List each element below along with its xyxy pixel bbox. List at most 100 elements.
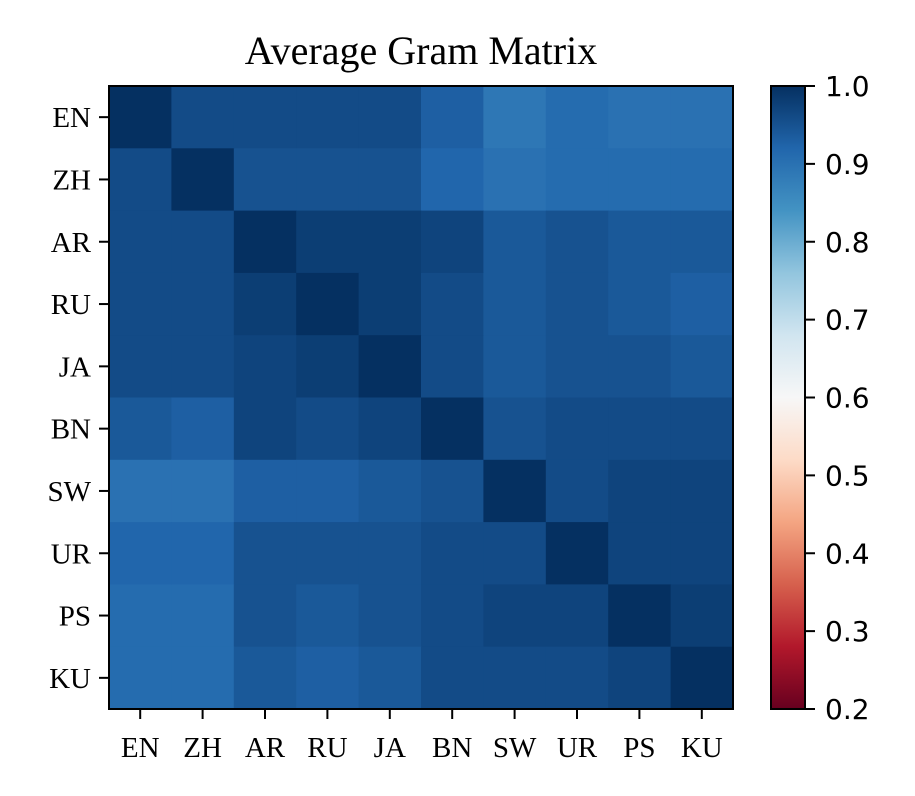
heatmap-cell — [545, 646, 609, 710]
x-tick-label: PS — [623, 732, 655, 764]
colorbar-gradient — [770, 85, 806, 710]
heatmap-cell — [421, 210, 484, 274]
heatmap-cell — [171, 148, 235, 212]
colorbar-tick-label: 0.2 — [825, 693, 870, 726]
heatmap-cell — [358, 522, 422, 585]
heatmap-cell — [670, 148, 734, 212]
x-tick-label: EN — [121, 732, 160, 764]
heatmap-cell — [171, 335, 235, 399]
heatmap-cell — [670, 397, 734, 461]
heatmap-cell — [358, 459, 422, 523]
heatmap-cell — [358, 335, 422, 399]
heatmap-cell — [483, 646, 547, 710]
y-tick-label: RU — [51, 289, 91, 321]
heatmap-cell — [421, 272, 484, 336]
heatmap-cell — [358, 584, 422, 648]
heatmap-cell — [358, 646, 422, 710]
y-tick-label: ZH — [52, 164, 91, 196]
y-tick-label: SW — [48, 476, 92, 508]
plot-frame — [108, 85, 734, 710]
colorbar-tick-label: 0.6 — [825, 382, 870, 415]
heatmap-cell — [670, 459, 734, 523]
x-tick-label: UR — [557, 732, 598, 764]
heatmap-cell — [109, 86, 172, 149]
y-tick-label: KU — [49, 663, 91, 695]
heatmap-cell — [171, 86, 235, 149]
heatmap-cell — [545, 522, 609, 585]
y-tick-label: EN — [52, 102, 91, 134]
heatmap-cell — [109, 335, 172, 399]
heatmap-cell — [233, 646, 297, 710]
heatmap-cell — [608, 210, 672, 274]
heatmap-cell — [545, 272, 609, 336]
heatmap-cell — [421, 397, 484, 461]
heatmap-cell — [421, 86, 484, 149]
colorbar-tick-label: 0.4 — [825, 537, 870, 570]
heatmap-cell — [171, 272, 235, 336]
heatmap-cell — [358, 148, 422, 212]
heatmap-cell — [296, 148, 360, 212]
y-tick-label: JA — [59, 351, 91, 383]
heatmap-cell — [296, 210, 360, 274]
heatmap-cell — [233, 459, 297, 523]
heatmap-cell — [233, 86, 297, 149]
colorbar-tick-label: 0.5 — [825, 459, 870, 492]
heatmap-cell — [483, 272, 547, 336]
heatmap-cell — [358, 397, 422, 461]
heatmap-cell — [608, 272, 672, 336]
heatmap-cell — [109, 148, 172, 212]
heatmap-cell — [109, 522, 172, 585]
heatmap-cell — [296, 272, 360, 336]
heatmap-cell — [109, 584, 172, 648]
x-tick-label: ZH — [183, 732, 222, 764]
heatmap-cell — [483, 335, 547, 399]
heatmap-cell — [608, 646, 672, 710]
heatmap-cell — [483, 397, 547, 461]
heatmap-cell — [233, 210, 297, 274]
heatmap-cell — [421, 584, 484, 648]
colorbar-tick-label: 0.8 — [825, 226, 870, 259]
heatmap-cell — [171, 646, 235, 710]
heatmap-cell — [358, 86, 422, 149]
heatmap-cell — [171, 397, 235, 461]
heatmap-cell — [483, 210, 547, 274]
heatmap-cell — [296, 335, 360, 399]
heatmap-cell — [545, 397, 609, 461]
heatmap-cell — [233, 397, 297, 461]
heatmap-cell — [109, 459, 172, 523]
heatmap-cell — [545, 148, 609, 212]
heatmap-cell — [171, 210, 235, 274]
heatmap-cell — [358, 272, 422, 336]
heatmap-cell — [608, 335, 672, 399]
y-tick-label: PS — [59, 601, 91, 633]
heatmap-cell — [608, 584, 672, 648]
colorbar-tick-label: 0.7 — [825, 304, 870, 337]
colorbar-tick-label: 1.0 — [825, 70, 870, 103]
heatmap-cell — [483, 148, 547, 212]
heatmap-cell — [608, 148, 672, 212]
heatmap-cell — [233, 584, 297, 648]
heatmap-cell — [233, 335, 297, 399]
heatmap-cell — [608, 397, 672, 461]
heatmap-cell — [545, 335, 609, 399]
heatmap-cell — [545, 459, 609, 523]
y-tick-label: AR — [51, 227, 92, 259]
y-tick-label: BN — [51, 414, 91, 446]
heatmap-cell — [608, 459, 672, 523]
heatmap-cell — [608, 86, 672, 149]
heatmap-cell — [296, 584, 360, 648]
heatmap-cell — [171, 459, 235, 523]
heatmap-cell — [296, 646, 360, 710]
heatmap-cell — [670, 646, 734, 710]
heatmap-cell — [483, 459, 547, 523]
colorbar: 0.2 0.3 0.4 0.5 0.6 0.7 0.8 0.9 1.0 — [770, 70, 870, 726]
heatmap-cell — [358, 210, 422, 274]
heatmap-cell — [296, 459, 360, 523]
colorbar-tick-label: 0.9 — [825, 148, 870, 181]
x-axis: EN ZH AR RU JA BN SW UR PS KU — [121, 709, 723, 764]
heatmap-cell — [171, 522, 235, 585]
heatmap-cell — [296, 397, 360, 461]
x-tick-label: JA — [374, 732, 406, 764]
heatmap-cell — [171, 584, 235, 648]
heatmap-cell — [545, 86, 609, 149]
